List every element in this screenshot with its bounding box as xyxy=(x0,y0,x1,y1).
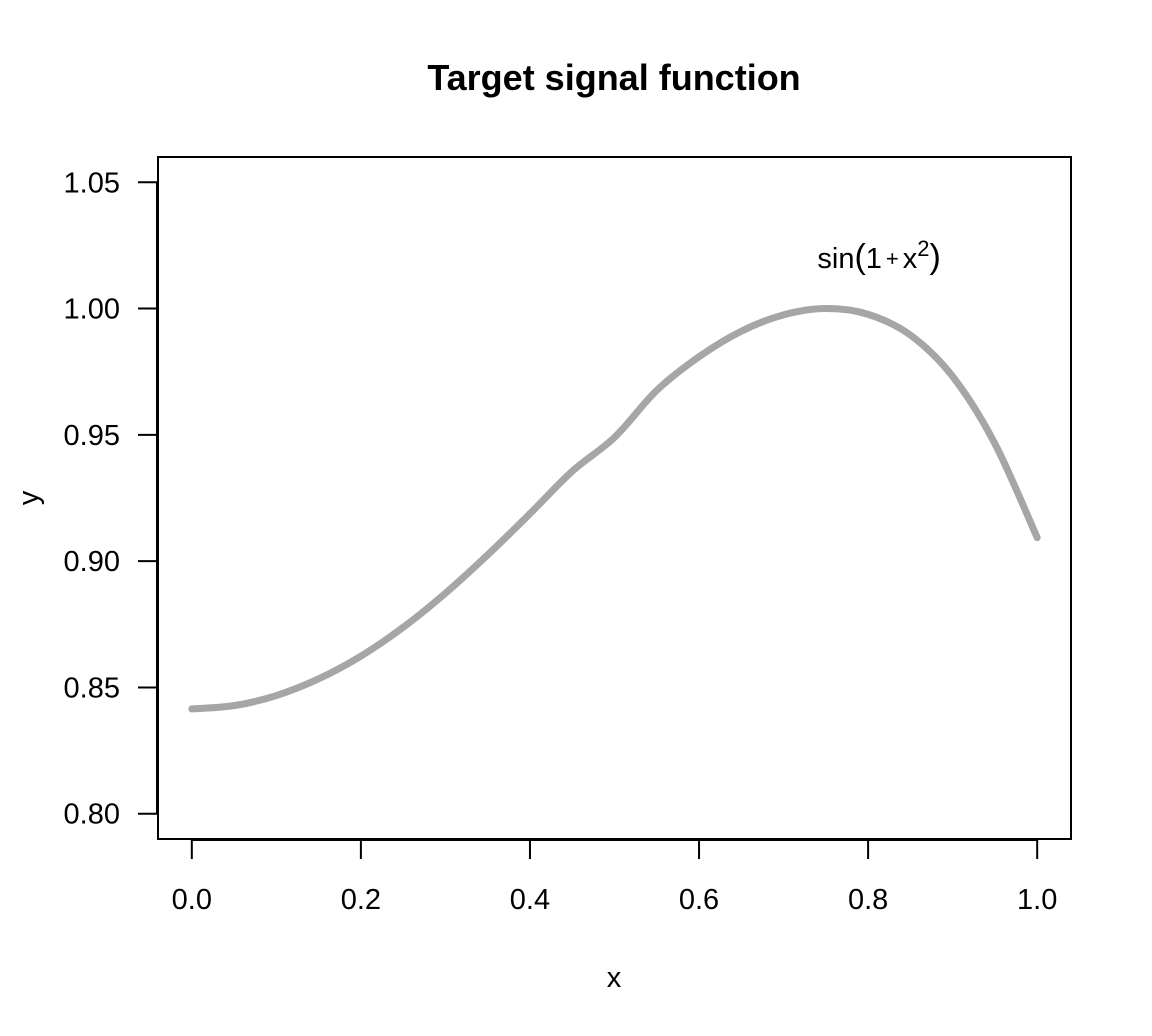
x-axis: 0.0 0.2 0.4 0.6 0.8 1.0 xyxy=(172,839,1057,916)
y-axis-label: y xyxy=(13,490,45,505)
annotation-prefix: sin xyxy=(817,243,854,275)
curve-annotation: sin(1 + x2) xyxy=(817,236,940,276)
annotation-exponent: 2 xyxy=(917,236,929,261)
x-tick-label: 0.2 xyxy=(341,884,381,916)
y-tick-label: 0.80 xyxy=(64,799,120,831)
series-layer xyxy=(188,305,1041,713)
annotation-open-paren: ( xyxy=(854,238,866,276)
annotation-close-paren: ) xyxy=(930,238,941,276)
annotation-one: 1 xyxy=(866,243,882,275)
annotation-plus: + xyxy=(886,246,899,271)
y-tick-label: 1.05 xyxy=(64,167,120,199)
x-axis-label: x xyxy=(607,962,622,994)
y-tick-label: 0.95 xyxy=(64,420,120,452)
x-tick-label: 0.8 xyxy=(848,884,888,916)
x-tick-label: 1.0 xyxy=(1017,884,1057,916)
annotation-var: x xyxy=(903,243,918,275)
x-tick-label: 0.0 xyxy=(172,884,212,916)
series-line xyxy=(188,305,1041,713)
x-tick-label: 0.6 xyxy=(679,884,719,916)
y-tick-label: 1.00 xyxy=(64,294,120,326)
x-tick-label: 0.4 xyxy=(510,884,550,916)
y-axis: 0.80 0.85 0.90 0.95 1.00 1.05 xyxy=(64,167,158,831)
y-tick-label: 0.90 xyxy=(64,546,120,578)
chart-title: Target signal function xyxy=(427,57,800,98)
y-tick-label: 0.85 xyxy=(64,672,120,704)
